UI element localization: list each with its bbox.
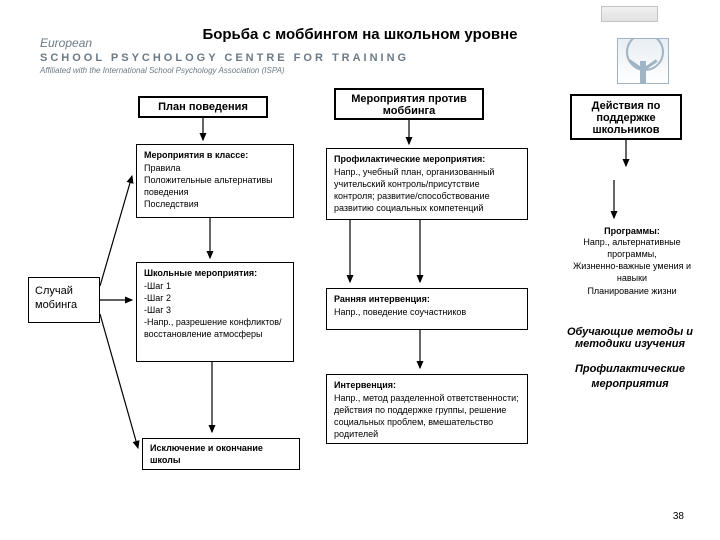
- class-events-line-1: Правила: [144, 162, 286, 174]
- class-events-title: Мероприятия в классе:: [144, 150, 286, 162]
- header-european: European: [40, 36, 92, 50]
- early-text: Напр., поведение соучастников: [334, 306, 520, 318]
- school-events-line-2: -Шаг 2: [144, 292, 286, 304]
- class-events-line-2: Положительные альтернативы поведения: [144, 174, 286, 198]
- col-header-plan-label: План поведения: [140, 98, 266, 116]
- prophylactic-label-text: Профилактические мероприятия: [556, 362, 704, 393]
- programs-line-3: Планирование жизни: [568, 285, 696, 297]
- prophylactic-box: Профилактические мероприятия: Напр., уче…: [326, 148, 528, 220]
- programs-line-2: Жизненно-важные умения и навыки: [568, 260, 696, 284]
- intervention-text: Напр., метод разделенной ответственности…: [334, 392, 520, 441]
- col-header-support: Действия по поддержке школьников: [570, 94, 682, 140]
- decorative-tab: [601, 6, 658, 22]
- prophylactic-text: Напр., учебный план, организованный учит…: [334, 166, 520, 215]
- slide-title: Борьба с моббингом на школьном уровне: [140, 26, 580, 43]
- intervention-title: Интервенция:: [334, 380, 520, 392]
- header-main: SCHOOL PSYCHOLOGY CENTRE FOR TRAINING: [40, 52, 409, 64]
- logo: [617, 38, 669, 84]
- class-events-line-3: Последствия: [144, 198, 286, 210]
- school-events-line-3: -Шаг 3: [144, 304, 286, 316]
- prophylactic-title: Профилактические мероприятия:: [334, 154, 520, 166]
- programs-text: Программы: Напр., альтернативные програм…: [568, 226, 696, 297]
- col-header-support-label: Действия по поддержке школьников: [572, 96, 680, 140]
- slide-canvas: European SCHOOL PSYCHOLOGY CENTRE FOR TR…: [0, 0, 720, 540]
- col-header-plan: План поведения: [138, 96, 268, 118]
- methods-text: Обучающие методы и методики изучения: [556, 326, 704, 350]
- col-header-events-label: Мероприятия против моббинга: [336, 90, 482, 120]
- exclusion-box: Исключение и окончание школы: [142, 438, 300, 470]
- header-affiliation: Affiliated with the International School…: [40, 66, 285, 75]
- case-box: Случай мобинга: [28, 277, 100, 323]
- class-events-box: Мероприятия в классе: Правила Положитель…: [136, 144, 294, 218]
- page-number: 38: [673, 511, 684, 522]
- programs-title: Программы:: [568, 226, 696, 236]
- school-events-box: Школьные мероприятия: -Шаг 1 -Шаг 2 -Шаг…: [136, 262, 294, 362]
- col-header-events: Мероприятия против моббинга: [334, 88, 484, 120]
- school-events-line-4: -Напр., разрешение конфликтов/восстановл…: [144, 316, 286, 340]
- early-box: Ранняя интервенция: Напр., поведение соу…: [326, 288, 528, 330]
- intervention-box: Интервенция: Напр., метод разделенной от…: [326, 374, 528, 444]
- exclusion-label: Исключение и окончание школы: [143, 439, 299, 470]
- case-label: Случай мобинга: [29, 278, 99, 319]
- programs-line-1: Напр., альтернативные программы,: [568, 236, 696, 260]
- early-title: Ранняя интервенция:: [334, 294, 520, 306]
- school-events-line-1: -Шаг 1: [144, 280, 286, 292]
- school-events-title: Школьные мероприятия:: [144, 268, 286, 280]
